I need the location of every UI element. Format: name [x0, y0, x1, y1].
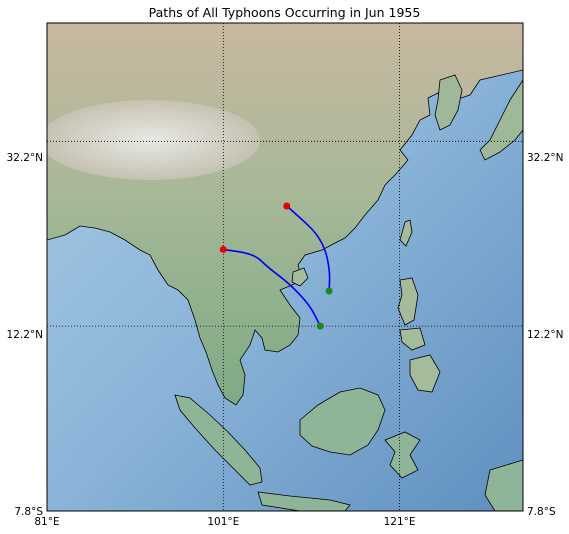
borneo [299, 387, 386, 456]
map-title: Paths of All Typhoons Occurring in Jun 1… [148, 5, 421, 20]
track-1-end-marker [283, 202, 291, 210]
java [257, 491, 351, 511]
hainan [291, 267, 309, 287]
philippines-luzon [397, 277, 419, 326]
japan [479, 79, 523, 161]
lon-label-101: 101°E [207, 516, 239, 528]
typhoon-tracks [219, 202, 333, 330]
lat-label-right-32: 32.2°N [527, 152, 563, 164]
lat-label-left-12: 12.2°N [7, 329, 43, 341]
track-2-end-marker [219, 245, 227, 253]
philippines-mindanao [409, 354, 441, 393]
korea [434, 74, 463, 131]
lat-label-left-32: 32.2°N [7, 152, 43, 164]
lon-label-121: 121°E [384, 516, 416, 528]
new-guinea [484, 459, 523, 511]
sumatra [174, 394, 263, 486]
tibetan-plateau [47, 100, 260, 180]
typhoon-track-2 [223, 248, 322, 327]
basemap [47, 23, 523, 511]
taiwan [399, 219, 413, 247]
lon-label-81: 81°E [34, 516, 59, 528]
sulawesi [384, 431, 421, 479]
lat-label-right-m8: 7.8°S [527, 506, 556, 518]
lat-label-left-m8: 7.8°S [14, 506, 43, 518]
track-2-start-marker [316, 322, 324, 330]
typhoon-track-1 [286, 205, 331, 292]
lat-label-right-12: 12.2°N [527, 329, 563, 341]
map-frame [46, 22, 524, 512]
philippines-visayas [399, 327, 426, 351]
track-1-start-marker [325, 287, 333, 295]
